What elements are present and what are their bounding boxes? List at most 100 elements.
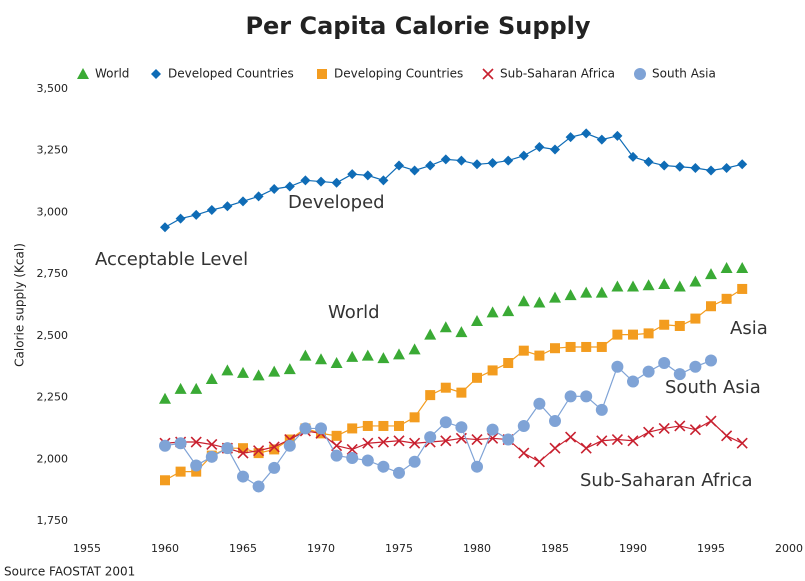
marker [190,459,203,472]
marker [439,321,452,333]
marker [471,460,483,473]
x-tick-label: 1970 [307,542,335,555]
marker [408,455,421,468]
marker [580,442,592,454]
marker [159,439,171,452]
chart-title: Per Capita Calorie Supply [245,12,590,40]
marker [377,436,389,448]
marker [534,142,545,153]
marker [643,328,654,339]
marker [455,326,468,338]
legend-label: Developed Countries [168,67,294,81]
y-tick-label: 3,250 [37,144,69,157]
annotation: South Asia [665,377,761,398]
marker [736,437,748,449]
legend-item: Developed Countries [151,67,294,81]
marker [408,343,421,355]
marker [409,437,421,449]
marker [317,69,327,79]
y-tick-label: 1,750 [37,514,69,527]
marker [439,416,452,429]
marker [627,435,639,447]
marker [482,68,494,80]
marker [721,430,733,442]
marker [362,420,373,431]
marker [299,349,312,361]
marker [191,466,202,477]
marker [346,350,359,362]
marker [205,450,218,463]
marker [720,261,733,273]
marker [237,366,249,378]
y-tick-label: 2,500 [37,329,69,342]
marker [394,160,404,171]
marker [565,132,576,143]
marker [549,291,561,303]
source-note: Source FAOSTAT 2001 [4,565,135,579]
marker [518,345,529,356]
marker [705,354,717,367]
marker [550,343,560,354]
marker [533,397,546,410]
marker [673,368,686,381]
marker [502,433,515,446]
marker [361,454,374,467]
marker [268,461,281,474]
marker [269,183,280,194]
marker [706,301,716,312]
y-tick-label: 3,000 [37,205,69,218]
marker [252,369,265,381]
y-tick-label: 2,750 [37,267,69,280]
marker [268,365,281,377]
marker [330,449,343,462]
marker [643,426,655,438]
y-tick-label: 2,250 [37,391,69,404]
marker [378,175,389,186]
marker [534,350,545,361]
marker [721,162,732,173]
marker [690,313,701,324]
marker [455,421,468,434]
x-tick-label: 1980 [463,542,491,555]
marker [456,155,467,166]
marker [394,420,404,431]
marker [330,357,343,369]
marker [634,68,646,80]
marker [378,420,389,431]
marker [628,329,638,340]
x-tick-label: 1990 [619,542,647,555]
marker [174,437,187,450]
marker [550,144,560,155]
marker [689,360,702,373]
marker [487,365,498,376]
marker [503,358,514,369]
marker [77,68,89,79]
marker [315,422,327,435]
marker [705,415,717,427]
marker [737,159,748,170]
marker [237,470,249,483]
y-axis-label: Calorie supply (Kcal) [13,243,27,367]
marker [221,364,234,376]
marker [425,160,436,171]
marker [206,438,218,451]
annotation: World [328,302,380,323]
x-tick-label: 1960 [151,542,179,555]
marker [487,432,499,444]
marker [580,286,593,298]
marker [456,387,467,398]
marker [565,341,576,352]
marker [643,156,654,167]
marker [472,159,482,170]
legend-label: Developing Countries [334,67,463,81]
marker [611,280,624,292]
marker [238,443,248,454]
marker [160,475,170,486]
marker [596,435,608,447]
marker [190,436,202,448]
marker [659,319,670,330]
legend-label: World [95,67,129,81]
marker [690,162,701,173]
marker [283,439,296,452]
marker [673,280,686,292]
